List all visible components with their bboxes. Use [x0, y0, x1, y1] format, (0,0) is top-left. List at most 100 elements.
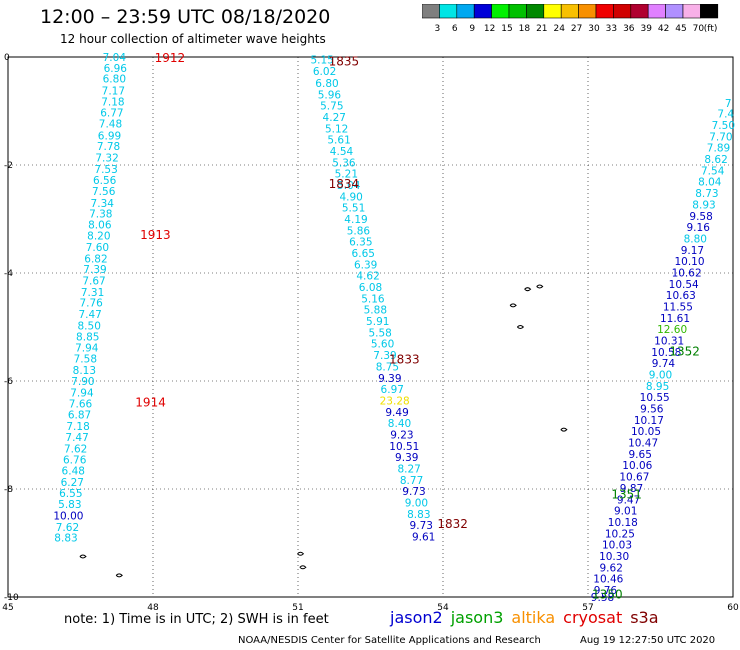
- wave-height-label: 5.88: [364, 305, 387, 317]
- wave-height-label: 7.62: [64, 444, 87, 456]
- scale-tick-label: 12: [484, 24, 495, 34]
- wave-height-label: 9.56: [640, 404, 664, 416]
- pass-time-label: 1914: [135, 396, 166, 410]
- pass-time-label: 1834: [329, 177, 360, 191]
- wave-height-label: 6.65: [352, 248, 375, 260]
- wave-height-label: 10.06: [622, 460, 652, 472]
- wave-height-label: 9.23: [390, 429, 413, 441]
- scale-swatch: [700, 4, 719, 19]
- wave-height-label: 7.94: [70, 387, 94, 399]
- wave-height-label: 6.80: [103, 74, 126, 86]
- wave-height-label: 8.85: [76, 332, 99, 344]
- scale-tick-label: 21: [536, 24, 547, 34]
- wave-height-label: 7.18: [66, 421, 89, 433]
- wave-height-label: 7.60: [86, 242, 109, 254]
- lat-tick-label: -8: [4, 485, 13, 495]
- satellite-legend-jason3: jason3: [450, 608, 504, 627]
- wave-height-label: 7.04: [103, 52, 127, 64]
- agalega-island: [297, 551, 305, 556]
- wave-height-label: 9.58: [591, 592, 614, 604]
- map-frame: [7, 56, 734, 598]
- wave-height-label: 7.78: [97, 141, 120, 153]
- scale-tick-label: 18: [519, 24, 531, 34]
- lon-tick-label: 45: [2, 603, 13, 610]
- wave-height-label: 7.62: [56, 522, 79, 534]
- wave-height-label: 8.73: [695, 188, 718, 200]
- aldabra-island: [115, 573, 123, 578]
- wave-height-label: 7.66: [69, 399, 93, 411]
- wave-height-label: 10.47: [628, 438, 658, 450]
- lat-tick-label: -4: [4, 269, 13, 279]
- wave-height-label: 7.17: [102, 85, 125, 97]
- wave-height-label: 6.97: [381, 384, 404, 396]
- scale-tick-label: 3: [435, 24, 441, 34]
- credit-line: NOAA/NESDIS Center for Satellite Applica…: [238, 635, 541, 646]
- wave-height-label: 7.54: [701, 165, 725, 177]
- wave-height-label: 8.93: [692, 199, 715, 211]
- wave-height-label: 5.96: [318, 89, 342, 101]
- wave-height-label: 5.91: [366, 316, 389, 328]
- wave-height-label: 7.94: [75, 343, 99, 355]
- wave-height-label: 6.80: [315, 78, 338, 90]
- lon-tick-label: 48: [147, 603, 159, 610]
- wave-height-label: 7.39: [373, 350, 396, 362]
- wave-height-label: 10.55: [640, 392, 670, 404]
- wave-height-label: 10.51: [389, 441, 419, 453]
- wave-height-label: 6.82: [84, 253, 107, 265]
- wave-height-label: 6.87: [68, 409, 91, 421]
- wave-height-label: 12.60: [657, 324, 687, 336]
- wave-height-label: 10.67: [619, 472, 649, 484]
- scale-tick-label: 42: [658, 24, 669, 34]
- wave-height-label: 5.75: [320, 101, 343, 113]
- wave-height-label: 10.46: [593, 574, 623, 586]
- wave-height-label: 6.77: [100, 108, 123, 120]
- satellite-legend-cryosat: cryosat: [563, 608, 623, 627]
- wave-height-label: 7.18: [101, 96, 124, 108]
- wave-height-label: 4.62: [356, 271, 379, 283]
- wave-height-label: 8.77: [400, 475, 423, 487]
- wave-height-label: 6.35: [349, 237, 372, 249]
- wave-height-label: 8.62: [704, 154, 727, 166]
- wave-height-label: 10.31: [654, 336, 684, 348]
- wave-height-label: 4.27: [323, 112, 346, 124]
- scale-unit-label: (ft): [704, 24, 718, 34]
- wave-height-label: 8.27: [397, 463, 420, 475]
- wave-height-label: 10.10: [674, 256, 704, 268]
- wave-height-label: 9.00: [649, 370, 672, 382]
- wave-height-label: 7.76: [79, 298, 103, 310]
- wave-height-label: 7.48: [99, 118, 122, 130]
- wave-height-label: 10.00: [53, 510, 83, 522]
- wave-height-label: 5.60: [371, 339, 394, 351]
- lat-tick-label: -2: [4, 161, 13, 171]
- wave-height-label: 5.15: [310, 55, 333, 67]
- wave-height-label: 7.89: [707, 143, 730, 155]
- wave-height-label: 11.55: [663, 301, 693, 313]
- pass-time-label: 1833: [389, 352, 420, 366]
- lat-tick-label: -6: [4, 377, 13, 387]
- wave-height-label: 8.95: [646, 381, 669, 393]
- satellite-legend: jason2 jason3 altika cryosat s3a: [390, 608, 667, 627]
- wave-height-label: 7.67: [82, 276, 105, 288]
- wave-height-label: 7.47: [65, 432, 88, 444]
- wave-height-label: 7.70: [709, 131, 732, 143]
- lon-tick-label: 57: [582, 603, 593, 610]
- wave-height-label: 7: [725, 98, 732, 110]
- wave-height-label: 8.50: [78, 320, 101, 332]
- wave-height-label: 9.49: [385, 407, 408, 419]
- generation-timestamp: Aug 19 12:27:50 UTC 2020: [580, 635, 716, 646]
- wave-height-label: 8.20: [87, 231, 110, 243]
- wave-height-label: 7.4: [717, 109, 734, 121]
- scale-tick-label: 70: [693, 24, 705, 34]
- scale-tick-label: 27: [571, 24, 582, 34]
- wave-height-label: 7.50: [712, 120, 735, 132]
- wave-height-label: 9.74: [652, 358, 676, 370]
- wave-height-label: 8.06: [88, 219, 112, 231]
- wave-height-label: 23.28: [380, 395, 410, 407]
- wave-height-label: 9.73: [410, 520, 433, 532]
- wave-height-label: 7.58: [74, 353, 97, 365]
- seychelles-island: [516, 325, 525, 329]
- wave-height-label: 6.08: [359, 282, 382, 294]
- scale-tick-label: 9: [469, 24, 475, 34]
- wave-height-label: 9.65: [629, 449, 652, 461]
- wave-height-label: 10.54: [669, 279, 699, 291]
